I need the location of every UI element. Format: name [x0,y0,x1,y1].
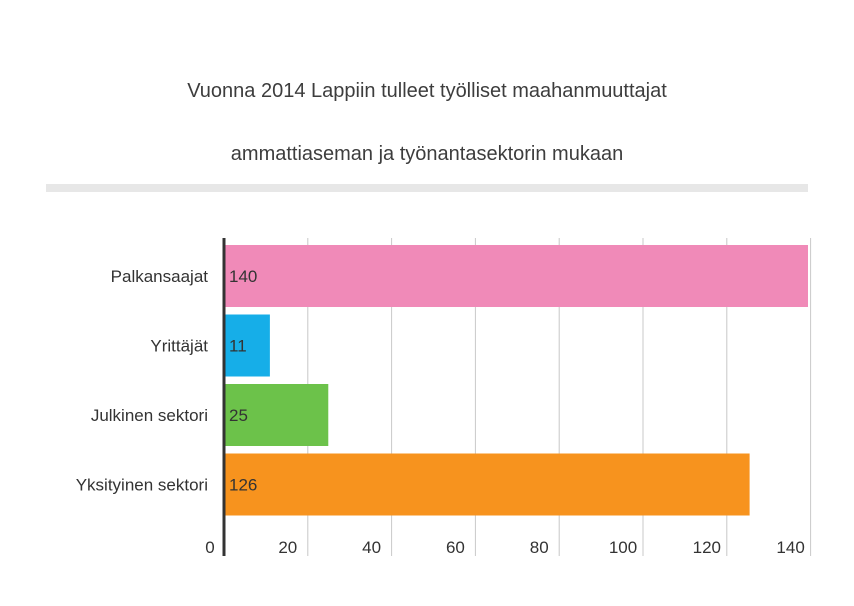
x-tick-label: 120 [693,538,721,557]
value-label: 25 [229,406,248,425]
value-label: 126 [229,476,257,495]
title-divider [46,184,808,192]
value-label: 11 [229,337,247,356]
x-tick-labels: 0 20 40 60 80 100 120 140 [205,538,805,557]
chart-title-line-1: Vuonna 2014 Lappiin tulleet työlliset ma… [187,80,667,102]
x-tick-label: 0 [205,538,214,557]
x-tick-label: 20 [278,538,297,557]
x-tick-label: 60 [446,538,465,557]
bar-0 [224,245,808,307]
value-label: 140 [229,267,257,286]
category-label: Yksityinen sektori [76,476,208,495]
bar-2 [224,384,329,446]
x-tick-label: 80 [530,538,549,557]
value-labels: 140 11 25 126 [229,267,257,495]
bars [224,245,808,516]
category-labels: Palkansaajat Yrittäjät Julkinen sektori Yks… [76,267,209,495]
category-label: Palkansaajat [111,267,209,286]
category-label: Julkinen sektori [91,406,208,425]
category-label: Yrittäjät [150,337,208,356]
chart-title-line-2: ammattiaseman ja työnantasektorin mukaan [230,143,624,165]
bar-3 [224,453,750,516]
x-tick-label: 100 [609,538,637,557]
x-tick-label: 140 [776,538,804,557]
x-tick-label: 40 [362,538,381,557]
bar-1 [224,314,270,377]
